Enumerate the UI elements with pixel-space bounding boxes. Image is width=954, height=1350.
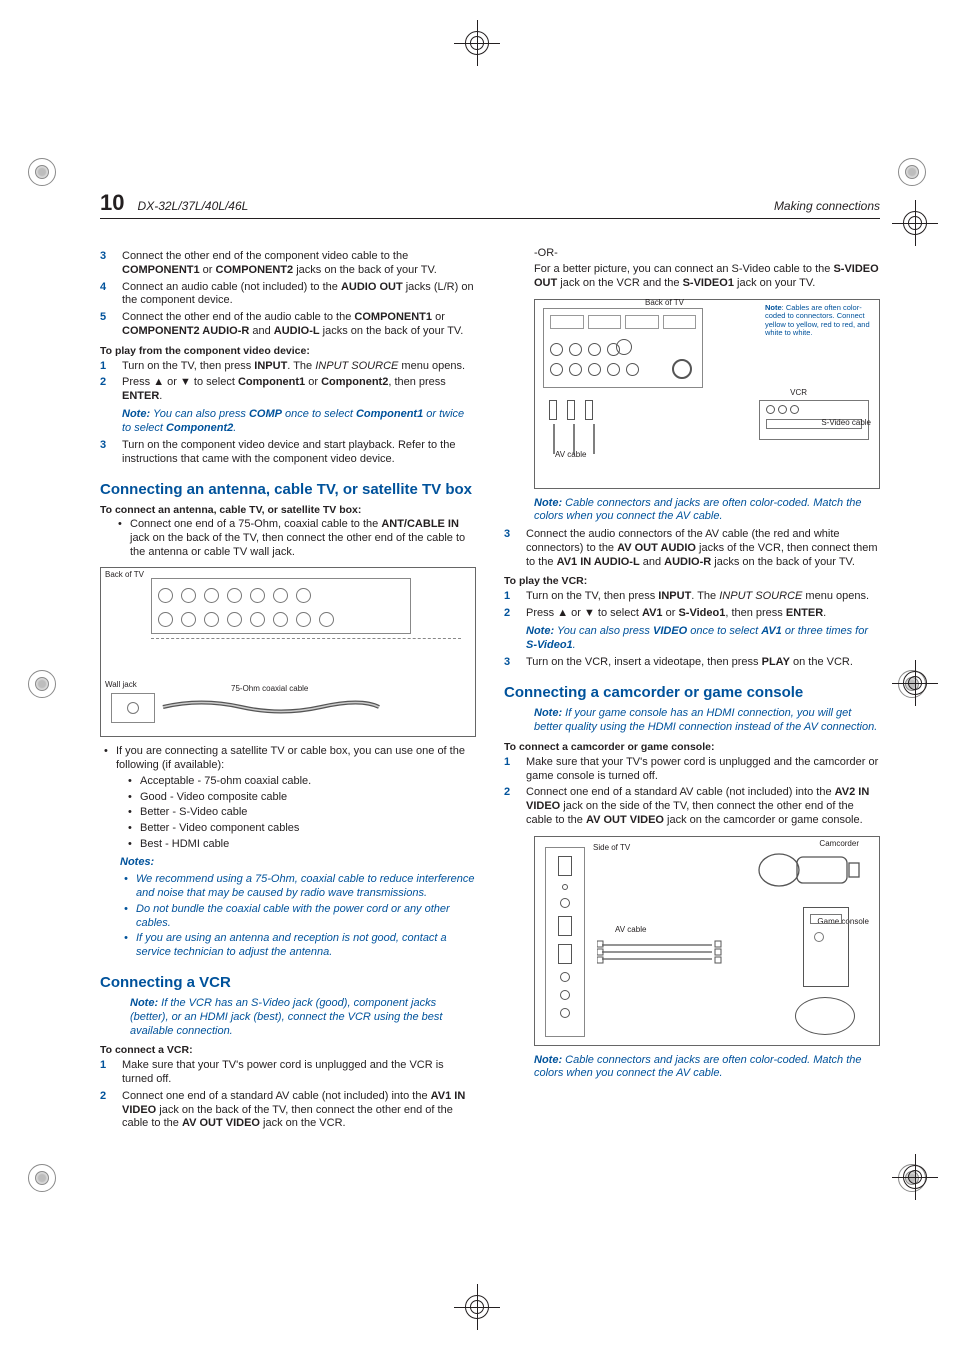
crosshair-right-top [892,200,938,246]
camcorder-figure: Side of TV Camcorder Game console AV cab… [534,836,880,1046]
regmark-left-top [28,158,56,186]
component-continued-steps: 3 Connect the other end of the component… [122,250,476,339]
vcr-figure: Back of TV Note: Cables are often color-… [534,299,880,489]
model-label: DX-32L/37L/40L/46L [138,199,249,213]
page-header: 10 DX-32L/37L/40L/46L Making connections [100,190,880,219]
crosshair-bottom [454,1284,500,1330]
regmark-left-mid [28,670,56,698]
vcr-heading: Connecting a VCR [100,974,476,991]
page-content: 10 DX-32L/37L/40L/46L Making connections… [100,190,880,1134]
regmark-left-bot [28,1164,56,1192]
crosshair-right-bot [892,1154,938,1200]
section-title: Making connections [774,199,880,213]
regmark-right-top [898,158,926,186]
antenna-heading: Connecting an antenna, cable TV, or sate… [100,481,476,498]
antenna-figure: Back of TV Wall jack 75-Ohm coaxial cabl… [100,567,476,737]
crosshair-top [454,20,500,66]
play-component-heading: To play from the component video device: [100,345,476,357]
left-column: 3 Connect the other end of the component… [100,247,476,1134]
or-text: -OR- [534,247,880,259]
page-number: 10 [100,190,124,215]
camcorder-heading: Connecting a camcorder or game console [504,684,880,701]
right-column: -OR- For a better picture, you can conne… [504,247,880,1134]
crosshair-right-mid [892,660,938,706]
